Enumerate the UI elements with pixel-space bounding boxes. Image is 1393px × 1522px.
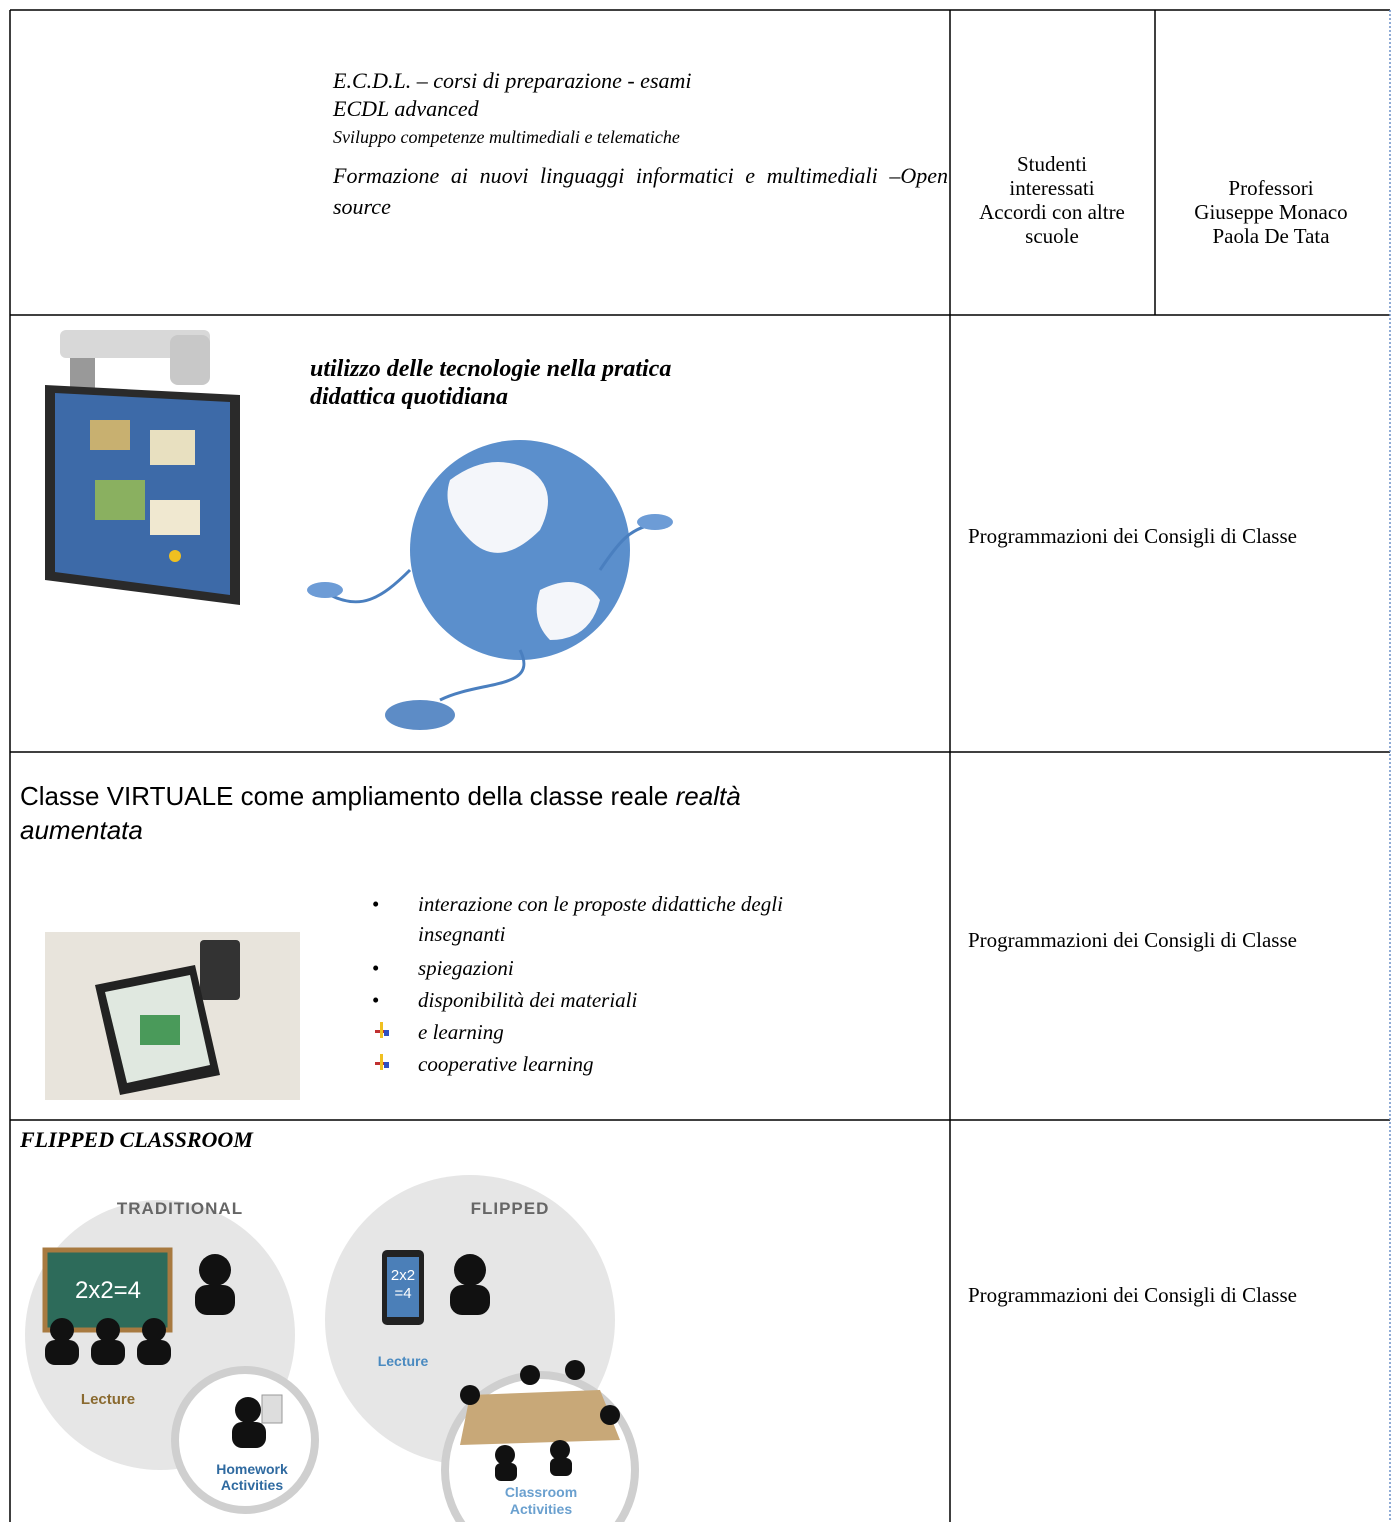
teacher-line: Giuseppe Monaco xyxy=(1194,200,1348,224)
whiteboard-image xyxy=(45,330,240,605)
flipped-diagram xyxy=(25,1175,639,1522)
table-grid xyxy=(9,9,1390,1522)
tablet-image xyxy=(45,932,300,1100)
activity-line: Formazione ai nuovi linguaggi informatic… xyxy=(333,163,948,219)
title-text: Classe VIRTUALE come ampliamento della c… xyxy=(20,781,669,811)
bullet-dot: • xyxy=(372,892,380,916)
activity-line: ECDL advanced xyxy=(333,96,479,121)
section-title: Classe VIRTUALE come ampliamento della c… xyxy=(20,781,741,812)
recipient-line: Studenti xyxy=(1016,152,1088,176)
title-emphasis: aumentata xyxy=(20,815,143,845)
bullet-dot: • xyxy=(372,988,380,1012)
teacher-line: Professori xyxy=(1228,176,1314,200)
reference: Programmazioni dei Consigli di Classe xyxy=(968,1283,1297,1307)
activity-line: Sviluppo competenze multimediali e telem… xyxy=(333,127,680,147)
section-title: didattica quotidiana xyxy=(310,384,509,410)
recipient-line: Accordi con altre xyxy=(979,200,1125,224)
globe-image xyxy=(307,440,673,730)
bullet-item: spiegazioni xyxy=(418,956,514,980)
bullet-dot: • xyxy=(372,956,380,980)
teacher-line: Paola De Tata xyxy=(1212,224,1330,248)
title-emphasis: realtà xyxy=(675,781,741,811)
arrow-item: cooperative learning xyxy=(418,1052,594,1076)
recipient-line: interessati xyxy=(1009,176,1095,200)
bullet-item: insegnanti xyxy=(418,922,506,946)
bullet-item: interazione con le proposte didattiche d… xyxy=(418,892,783,916)
reference: Programmazioni dei Consigli di Classe xyxy=(968,928,1297,952)
section-title: FLIPPED CLASSROOM xyxy=(20,1127,253,1152)
recipient-line: scuole xyxy=(1025,224,1079,248)
section-title: utilizzo delle tecnologie nella pratica xyxy=(310,356,672,382)
arrow-item: e learning xyxy=(418,1020,504,1044)
activity-line: E.C.D.L. – corsi di preparazione - esami xyxy=(333,68,692,93)
bullet-item: disponibilità dei materiali xyxy=(418,988,638,1012)
reference: Programmazioni dei Consigli di Classe xyxy=(968,524,1297,548)
